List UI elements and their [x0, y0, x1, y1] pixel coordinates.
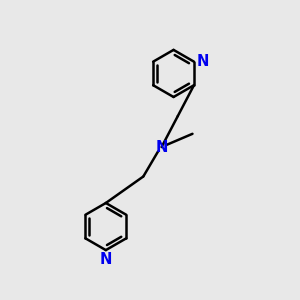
Text: N: N [100, 253, 112, 268]
Text: N: N [155, 140, 168, 154]
Text: N: N [196, 54, 209, 69]
